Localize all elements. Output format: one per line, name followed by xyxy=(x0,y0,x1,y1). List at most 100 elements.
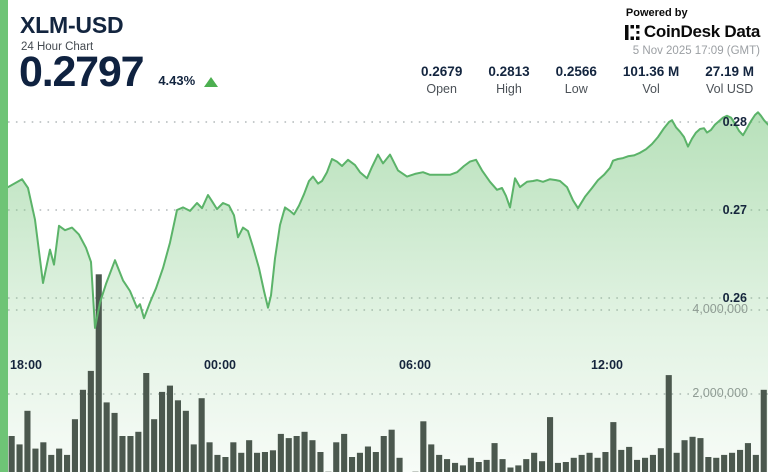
stat-low: 0.2566 Low xyxy=(556,64,597,96)
volume-bar xyxy=(562,462,569,472)
volume-bar xyxy=(119,436,126,472)
volume-bar xyxy=(151,419,158,472)
time-axis-tick: 18:00 xyxy=(10,358,42,372)
up-triangle-icon xyxy=(204,76,219,87)
left-accent-bar xyxy=(0,0,8,472)
stat-vol-usd-label: Vol USD xyxy=(705,82,754,96)
stat-high-value: 0.2813 xyxy=(488,64,530,79)
volume-bar xyxy=(214,454,221,472)
volume-bar xyxy=(301,431,308,472)
volume-bar xyxy=(689,436,696,472)
volume-bar xyxy=(737,449,744,472)
coindesk-logo-text: CoinDesk Data xyxy=(643,22,760,41)
volume-bar xyxy=(8,436,15,472)
volume-bar xyxy=(713,457,720,472)
volume-bar xyxy=(380,436,387,472)
stat-high-label: High xyxy=(496,82,522,96)
stat-high: 0.2813 High xyxy=(488,64,529,96)
ohlcv-stats-row: 0.2679 Open 0.2813 High 0.2566 Low 101.3… xyxy=(421,64,754,96)
price-volume-chart[interactable] xyxy=(8,105,768,472)
price-axis-tick: 0.27 xyxy=(722,203,747,217)
volume-bar xyxy=(40,442,47,472)
stat-vol-label: Vol xyxy=(642,82,660,96)
volume-bar xyxy=(333,442,340,472)
volume-bar xyxy=(618,449,625,472)
stat-open-value: 0.2679 xyxy=(421,64,463,79)
volume-bar xyxy=(744,443,751,472)
volume-bar xyxy=(71,419,78,472)
volume-bar xyxy=(79,389,86,472)
volume-bar xyxy=(444,459,451,472)
volume-bar xyxy=(665,375,672,472)
volume-bar xyxy=(642,457,649,472)
chart-subtitle: 24 Hour Chart xyxy=(21,41,94,53)
volume-bar xyxy=(721,454,728,472)
volume-bar xyxy=(705,457,712,472)
powered-by-label: Powered by xyxy=(625,7,688,19)
volume-bar xyxy=(285,438,292,472)
volume-bar xyxy=(681,440,688,472)
volume-bar xyxy=(539,461,546,472)
stat-open-label: Open xyxy=(426,82,457,96)
volume-bar xyxy=(554,462,561,472)
stat-vol-value: 101.36 M xyxy=(622,64,680,79)
price-axis-tick: 0.26 xyxy=(722,291,747,305)
volume-bar xyxy=(269,450,276,472)
volume-bar xyxy=(578,454,585,472)
volume-bar xyxy=(254,452,261,472)
volume-bar xyxy=(475,462,482,472)
quote-timestamp: 5 Nov 2025 17:09 (GMT) xyxy=(632,45,760,57)
current-price: 0.2797 xyxy=(19,48,145,96)
volume-bar xyxy=(570,457,577,472)
volume-bar xyxy=(32,448,39,472)
volume-bar xyxy=(697,438,704,472)
coindesk-data-logo[interactable]: CoinDesk Data xyxy=(624,22,760,42)
volume-bar xyxy=(452,462,459,472)
volume-bar xyxy=(48,454,55,472)
stat-low-label: Low xyxy=(564,82,588,96)
volume-bar xyxy=(111,412,118,472)
volume-bar xyxy=(222,457,229,472)
stat-low-value: 0.2566 xyxy=(555,64,597,79)
volume-bar xyxy=(309,440,316,472)
volume-bar xyxy=(586,452,593,472)
stat-open: 0.2679 Open xyxy=(421,64,462,96)
volume-bar xyxy=(198,398,205,472)
stat-vol: 101.36 M Vol xyxy=(623,64,679,96)
volume-bar xyxy=(420,421,427,472)
volume-bar xyxy=(190,444,197,472)
volume-bar xyxy=(634,459,641,472)
volume-bar xyxy=(499,459,506,472)
quote-block: 0.2797 4.43% xyxy=(19,48,219,96)
volume-bar xyxy=(356,452,363,472)
volume-bar xyxy=(246,440,253,472)
volume-bar xyxy=(127,436,134,472)
volume-bar xyxy=(261,452,268,472)
page-title: XLM-USD xyxy=(20,12,124,38)
volume-bar xyxy=(159,391,166,472)
volume-bar xyxy=(135,431,142,472)
volume-bar xyxy=(230,442,237,472)
volume-bar xyxy=(626,446,633,472)
volume-axis-tick: 2,000,000 xyxy=(692,386,748,400)
coindesk-logo-icon xyxy=(624,24,640,40)
volume-bar xyxy=(428,444,435,472)
time-axis-tick: 12:00 xyxy=(591,358,623,372)
volume-bar xyxy=(649,454,656,472)
volume-bar xyxy=(491,443,498,472)
volume-bar xyxy=(396,457,403,472)
volume-bar xyxy=(103,402,110,472)
volume-bar xyxy=(372,452,379,472)
volume-bar xyxy=(166,385,173,472)
time-axis-tick: 06:00 xyxy=(399,358,431,372)
volume-bar xyxy=(547,417,554,472)
volume-bar xyxy=(752,454,759,472)
volume-bar xyxy=(388,429,395,472)
volume-bar xyxy=(143,373,150,472)
volume-bar xyxy=(56,448,63,472)
volume-bar xyxy=(293,436,300,472)
volume-bar xyxy=(673,452,680,472)
volume-axis-tick: 4,000,000 xyxy=(692,302,748,316)
price-area xyxy=(8,112,768,472)
